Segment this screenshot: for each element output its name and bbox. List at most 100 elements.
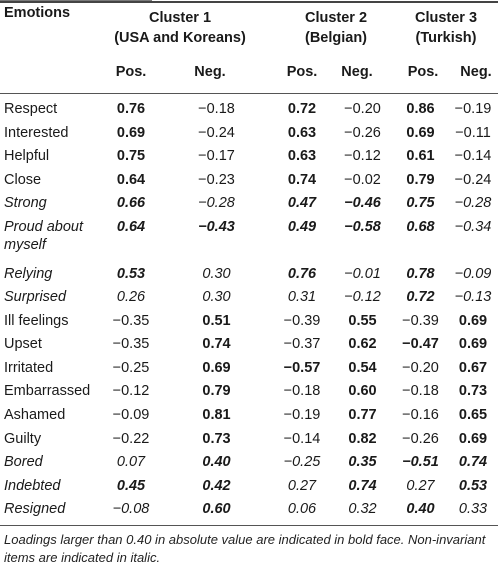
emotion-label-text: Irritated <box>4 359 54 376</box>
header-bottom-rule <box>0 93 498 94</box>
loading-value: −0.11 <box>455 124 491 141</box>
loading-value: −0.25 <box>283 454 321 471</box>
loading-value: 0.78 <box>406 265 435 282</box>
emotion-label-text: Proud about <box>4 218 84 235</box>
loading-value: 0.68 <box>406 218 435 235</box>
emotion-label: Upset <box>0 335 101 359</box>
emotion-label-text: Ashamed <box>4 407 66 424</box>
cluster-1-title: Cluster 1 <box>148 10 212 26</box>
loading-value: 0.72 <box>287 101 317 117</box>
loading-value: 0.31 <box>287 289 317 306</box>
col-pos-2: Pos. <box>286 64 318 80</box>
loading-value: 0.35 <box>348 454 377 471</box>
loading-value: −0.43 <box>198 218 235 235</box>
table-row: Relying 0.53 0.30 0.76 −0.01 0.78 −0.09 <box>0 265 498 289</box>
table-row: Indebted 0.45 0.42 0.27 0.74 0.27 0.53 <box>0 477 498 501</box>
table-row: Bored 0.07 0.40 −0.25 0.35 −0.51 0.74 <box>0 453 498 477</box>
loading-value: −0.58 <box>344 218 381 235</box>
loading-value: 0.53 <box>116 265 146 282</box>
emotion-label: Ill feelings <box>0 312 101 336</box>
loading-value: 0.61 <box>406 148 435 165</box>
loading-value: −0.02 <box>344 171 381 188</box>
cluster-3-header: Cluster 3 (Turkish) <box>394 8 498 48</box>
loading-value: 0.55 <box>348 312 377 329</box>
emotion-label: Proud about myself <box>0 218 101 265</box>
loading-value: −0.23 <box>198 171 235 188</box>
loading-value: 0.69 <box>458 312 488 329</box>
loading-value: −0.12 <box>112 383 150 400</box>
table-row: Resigned −0.08 0.60 0.06 0.32 0.40 0.33 <box>0 500 498 524</box>
loading-value: −0.20 <box>402 359 439 376</box>
loading-value: 0.73 <box>202 430 231 447</box>
emotion-label-text: Upset <box>4 336 42 353</box>
loadings-table-body: Respect 0.76 −0.18 0.72 −0.20 0.86 −0.19 Intere… <box>0 100 498 524</box>
loading-value: −0.08 <box>112 501 150 518</box>
loading-value: −0.19 <box>283 407 321 424</box>
cluster-2-title: Cluster 2 <box>304 10 368 26</box>
cluster-3-subtitle: (Turkish) <box>415 30 477 46</box>
loading-value: −0.09 <box>112 407 150 424</box>
emotion-label-text: Close <box>4 171 42 188</box>
loading-value: −0.17 <box>198 148 235 165</box>
table-row: Respect 0.76 −0.18 0.72 −0.20 0.86 −0.19 <box>0 100 498 124</box>
emotion-label: Indebted <box>0 477 101 501</box>
loading-value: −0.24 <box>454 171 492 188</box>
cluster-3-title: Cluster 3 <box>414 10 478 26</box>
loading-value: 0.47 <box>287 195 317 212</box>
loading-value: −0.20 <box>344 101 381 117</box>
emotion-label: Embarrassed <box>0 382 101 406</box>
loading-value: 0.27 <box>406 477 435 494</box>
col-neg-3: Neg. <box>460 64 492 80</box>
emotion-label-text: Surprised <box>4 289 67 306</box>
loading-value: 0.76 <box>287 265 317 282</box>
loading-value: −0.37 <box>283 336 321 353</box>
table-row: Ill feelings −0.35 0.51 −0.39 0.55 −0.39 0.69 <box>0 312 498 336</box>
cluster-2-subtitle: (Belgian) <box>304 30 368 46</box>
table-row: Irritated −0.25 0.69 −0.57 0.54 −0.20 0.67 <box>0 359 498 383</box>
loading-value: −0.39 <box>283 312 321 329</box>
table-row: Guilty −0.22 0.73 −0.14 0.82 −0.26 0.69 <box>0 430 498 454</box>
loading-value: −0.25 <box>112 359 150 376</box>
col-neg-1: Neg. <box>194 64 226 80</box>
loading-value: 0.45 <box>116 477 146 494</box>
loading-value: 0.54 <box>348 359 377 376</box>
corner-header: Emotions <box>4 5 71 21</box>
loading-value: 0.60 <box>202 501 231 518</box>
loading-value: 0.74 <box>348 477 377 494</box>
emotion-label-text: Embarrassed <box>4 383 91 400</box>
emotion-label-text: Respect <box>4 101 58 117</box>
table-row: Upset −0.35 0.74 −0.37 0.62 −0.47 0.69 <box>0 335 498 359</box>
loading-value: −0.57 <box>283 359 321 376</box>
loading-value: 0.79 <box>406 171 435 188</box>
emotion-label: Relying <box>0 265 101 289</box>
cluster-2-header: Cluster 2 (Belgian) <box>276 8 396 48</box>
loading-value: −0.35 <box>112 336 150 353</box>
loading-value: 0.73 <box>458 383 488 400</box>
table-row: Proud about myself 0.64 −0.43 0.49 −0.58 0.68 −… <box>0 218 498 265</box>
loading-value: −0.26 <box>344 124 381 141</box>
loading-value: 0.69 <box>458 430 488 447</box>
loading-value: −0.18 <box>402 383 439 400</box>
emotion-label-text: Bored <box>4 454 43 471</box>
loading-value: 0.06 <box>287 501 317 518</box>
loading-value: 0.40 <box>406 501 435 518</box>
loading-value: 0.33 <box>458 501 488 518</box>
emotion-label-text: Guilty <box>4 430 42 447</box>
emotion-label-text: Strong <box>4 195 47 212</box>
emotion-label-text: Relying <box>4 265 53 282</box>
loading-value: 0.63 <box>287 124 317 141</box>
loading-value: 0.30 <box>202 265 231 282</box>
emotion-label: Guilty <box>0 430 101 454</box>
loading-value: −0.46 <box>344 195 381 212</box>
emotion-label-text: Helpful <box>4 148 50 165</box>
loading-value: 0.69 <box>406 124 435 141</box>
table-row: Close 0.64 −0.23 0.74 −0.02 0.79 −0.24 <box>0 171 498 195</box>
emotion-label: Helpful <box>0 147 101 171</box>
table-row: Embarrassed −0.12 0.79 −0.18 0.60 −0.18 0.73 <box>0 382 498 406</box>
emotion-label: Ashamed <box>0 406 101 430</box>
loading-value: 0.42 <box>202 477 231 494</box>
table-row: Strong 0.66 −0.28 0.47 −0.46 0.75 −0.28 <box>0 194 498 218</box>
emotion-label: Resigned <box>0 500 101 524</box>
loading-value: 0.62 <box>348 336 377 353</box>
